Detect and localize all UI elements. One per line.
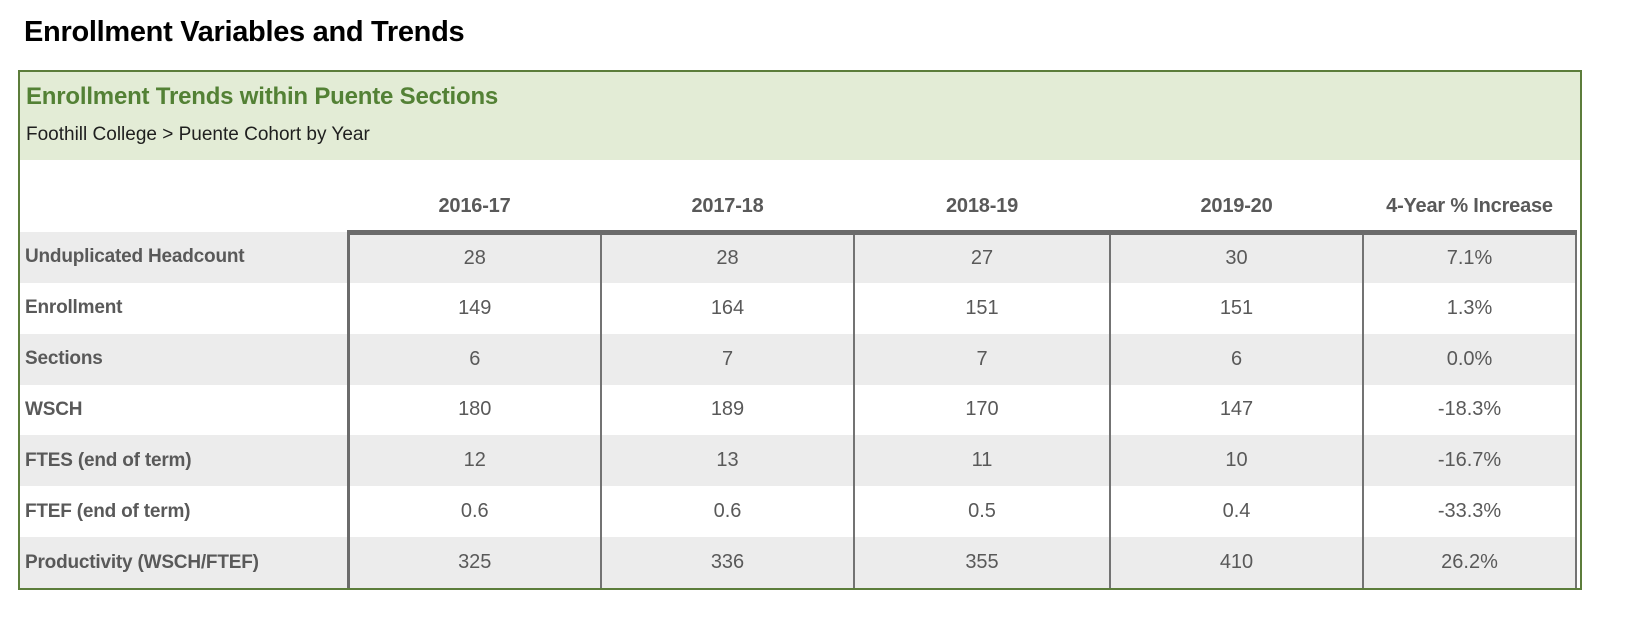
row-label: Sections [25, 348, 103, 370]
table-cell: 151 [853, 282, 1110, 334]
table-cell: -33.3% [1362, 486, 1577, 538]
table-row: Sections 6 7 7 6 0.0% [20, 333, 1577, 385]
table-cell: 12 [346, 435, 601, 487]
column-header: 2017-18 [691, 194, 764, 217]
table-cell: 13 [600, 435, 854, 487]
table-cell: 6 [346, 333, 601, 385]
row-label: Productivity (WSCH/FTEF) [25, 551, 259, 573]
page-title: Enrollment Variables and Trends [24, 16, 465, 48]
table-cell: -18.3% [1362, 384, 1577, 436]
table-row: FTEF (end of term) 0.6 0.6 0.5 0.4 -33.3… [20, 486, 1577, 538]
report-panel: Enrollment Trends within Puente Sections… [18, 70, 1582, 590]
table-cell: 410 [1109, 537, 1363, 588]
table-cell: 11 [853, 435, 1110, 487]
table-cell: -16.7% [1362, 435, 1577, 487]
table-cell: 7 [853, 333, 1110, 385]
table-cell: 180 [346, 384, 601, 436]
report-panel-header: Enrollment Trends within Puente Sections… [20, 72, 1580, 160]
table-cell: 325 [346, 537, 601, 588]
table-cell: 6 [1109, 333, 1363, 385]
table-cell: 0.6 [346, 486, 601, 538]
table-cell: 164 [600, 282, 854, 334]
column-header: 2018-19 [946, 194, 1018, 217]
enrollment-table-container: 2016-17 2017-18 2018-19 2019-20 4-Year %… [20, 160, 1580, 588]
table-cell: 151 [1109, 282, 1363, 334]
table-cell: 170 [853, 384, 1110, 436]
table-cell: 0.4 [1109, 486, 1363, 538]
column-header: 2016-17 [438, 194, 511, 217]
table-row: Productivity (WSCH/FTEF) 325 336 355 410… [20, 537, 1577, 588]
table-cell: 7 [600, 333, 854, 385]
table-cell: 26.2% [1362, 537, 1577, 588]
table-row: Enrollment 149 164 151 151 1.3% [20, 282, 1577, 334]
table-cell: 0.5 [853, 486, 1110, 538]
breadcrumb: Foothill College > Puente Cohort by Year [26, 124, 370, 145]
table-cell: 336 [600, 537, 854, 588]
table-cell: 27 [853, 229, 1110, 283]
report-title: Enrollment Trends within Puente Sections [26, 83, 499, 110]
table-cell: 149 [346, 282, 601, 334]
table-cell: 189 [600, 384, 854, 436]
table-cell: 28 [346, 229, 601, 283]
row-label: FTEF (end of term) [25, 500, 191, 522]
row-label: WSCH [25, 398, 83, 420]
table-row: WSCH 180 189 170 147 -18.3% [20, 384, 1577, 436]
table-row: FTES (end of term) 12 13 11 10 -16.7% [20, 435, 1577, 487]
table-cell: 1.3% [1362, 282, 1577, 334]
table-cell: 10 [1109, 435, 1363, 487]
enrollment-table: 2016-17 2017-18 2018-19 2019-20 4-Year %… [20, 160, 1577, 588]
column-header: 2019-20 [1200, 194, 1273, 217]
table-cell: 0.0% [1362, 333, 1577, 385]
header-row: 2016-17 2017-18 2018-19 2019-20 4-Year %… [20, 160, 1576, 232]
column-header: 4-Year % Increase [1386, 194, 1553, 217]
table-cell: 355 [853, 537, 1110, 588]
row-label: Unduplicated Headcount [25, 246, 245, 268]
table-cell: 0.6 [600, 486, 854, 538]
table-cell: 7.1% [1362, 229, 1577, 283]
row-label: Enrollment [25, 297, 123, 319]
row-label: FTES (end of term) [25, 449, 192, 471]
table-cell: 30 [1109, 229, 1363, 283]
column-header-blank [20, 160, 348, 232]
table-row: Unduplicated Headcount 28 28 27 30 7.1% [20, 229, 1577, 283]
table-cell: 147 [1109, 384, 1363, 436]
table-cell: 28 [600, 229, 854, 283]
